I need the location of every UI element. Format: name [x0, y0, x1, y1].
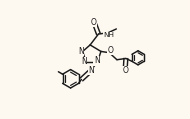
Text: N: N [78, 47, 84, 56]
Text: O: O [123, 67, 129, 75]
Text: N: N [88, 66, 94, 75]
Text: NH: NH [103, 32, 114, 38]
Text: O: O [90, 18, 96, 27]
Text: N: N [81, 57, 87, 66]
Text: N: N [94, 56, 100, 65]
Text: O: O [107, 46, 113, 55]
